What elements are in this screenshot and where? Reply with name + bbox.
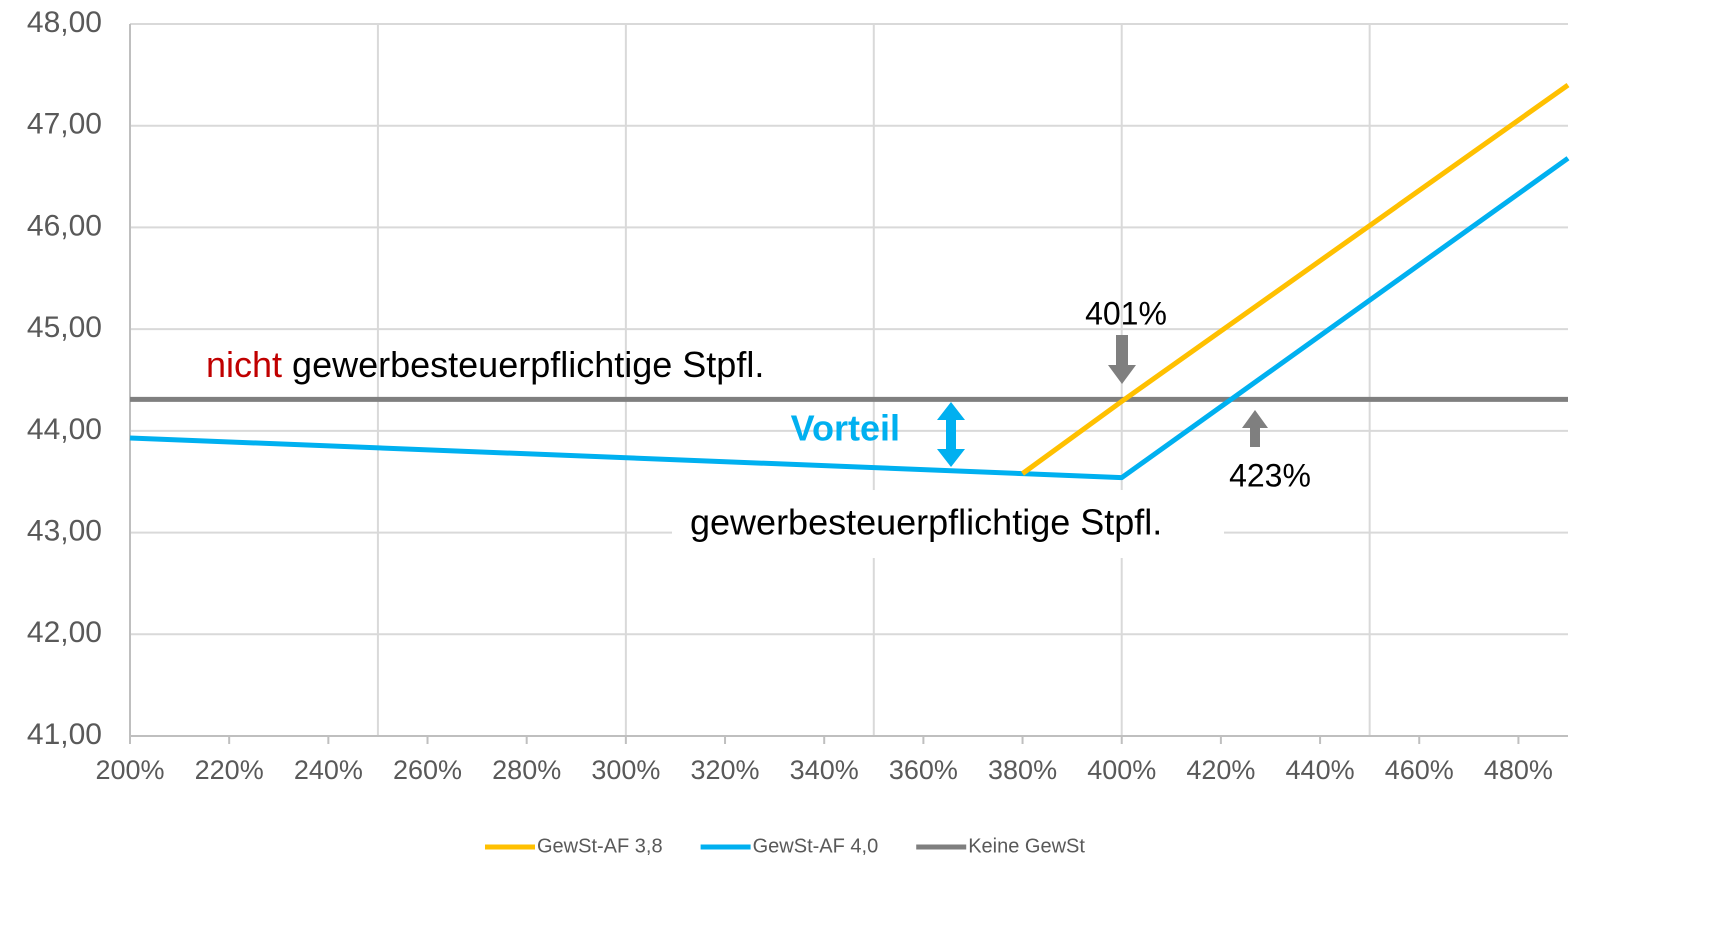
arrow-up <box>1242 410 1268 447</box>
annotation-advantage: Vorteil <box>791 408 900 449</box>
x-tick-label: 380% <box>988 755 1057 785</box>
y-tick-label: 42,00 <box>27 616 102 649</box>
double-arrow <box>937 402 965 467</box>
annotation: nicht gewerbesteuerpflichtige Stpfl. <box>206 344 764 385</box>
y-tick-label: 45,00 <box>27 311 102 344</box>
x-tick-label: 400% <box>1087 755 1156 785</box>
x-tick-label: 320% <box>691 755 760 785</box>
legend-label: GewSt-AF 3,8 <box>537 835 663 857</box>
annotation-401: 401% <box>1085 295 1167 331</box>
y-tick-label: 43,00 <box>27 514 102 547</box>
annotation-taxable: gewerbesteuerpflichtige Stpfl. <box>690 502 1162 543</box>
annotation-423: 423% <box>1229 457 1311 493</box>
x-tick-label: 240% <box>294 755 363 785</box>
legend-label: GewSt-AF 4,0 <box>753 835 879 857</box>
series <box>129 82 1570 481</box>
series-line <box>129 156 1570 481</box>
legend-label: Keine GewSt <box>968 835 1085 857</box>
x-tick-label: 200% <box>95 755 164 785</box>
label-background <box>672 490 1224 558</box>
y-tick-label: 41,00 <box>27 718 102 751</box>
x-tick-label: 480% <box>1484 755 1553 785</box>
x-tick-label: 420% <box>1186 755 1255 785</box>
series-line <box>1021 82 1570 476</box>
grid: 41,00 42,00 43,00 44,00 45,00 46,00 47,00 48,00… <box>27 6 1568 785</box>
annotation-nicht: nicht <box>206 344 282 385</box>
y-tick-label: 47,00 <box>27 108 102 141</box>
x-tick-label: 220% <box>195 755 264 785</box>
annotation-non-taxable: gewerbesteuerpflichtige Stpfl. <box>282 344 764 385</box>
x-tick-label: 260% <box>393 755 462 785</box>
y-tick-label: 46,00 <box>27 209 102 242</box>
y-tick-label: 48,00 <box>27 6 102 39</box>
y-tick-label: 44,00 <box>27 413 102 446</box>
x-tick-label: 440% <box>1286 755 1355 785</box>
x-tick-label: 460% <box>1385 755 1454 785</box>
x-tick-label: 340% <box>790 755 859 785</box>
x-tick-label: 360% <box>889 755 958 785</box>
x-tick-label: 280% <box>492 755 561 785</box>
x-tick-label: 300% <box>591 755 660 785</box>
legend: GewSt-AF 3,8 GewSt-AF 4,0 Keine GewSt <box>485 835 1085 857</box>
arrow-down <box>1108 335 1136 384</box>
